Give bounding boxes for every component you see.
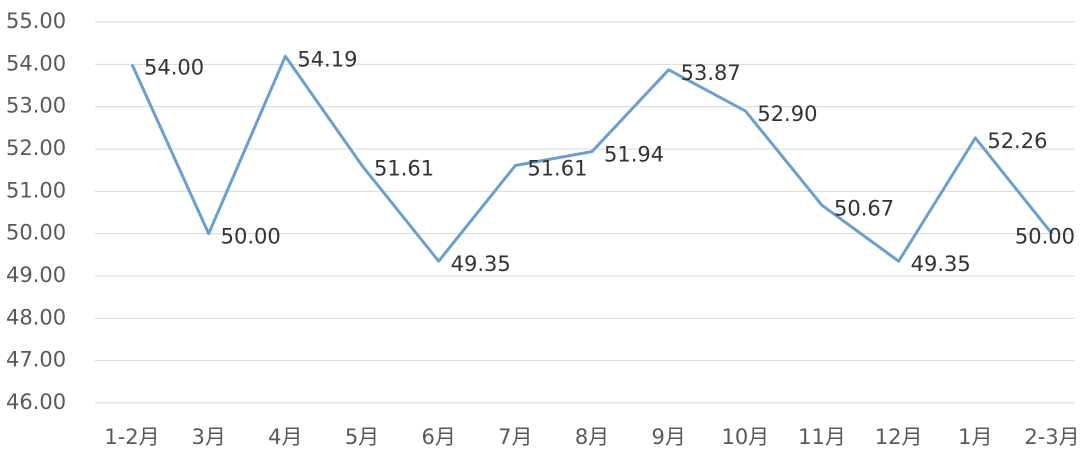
data-label: 51.61 <box>527 157 587 181</box>
x-tick-label: 7月 <box>498 425 532 449</box>
y-tick-label: 46.00 <box>6 390 66 414</box>
y-tick-label: 47.00 <box>6 348 66 372</box>
x-tick-label: 1月 <box>958 425 992 449</box>
data-label: 54.19 <box>297 47 357 71</box>
x-tick-label: 2-3月 <box>1024 425 1079 449</box>
data-label: 49.35 <box>911 252 971 276</box>
y-tick-label: 50.00 <box>6 221 66 245</box>
y-tick-label: 54.00 <box>6 51 66 75</box>
data-label: 51.94 <box>604 143 664 167</box>
y-tick-label: 53.00 <box>6 94 66 118</box>
data-label: 54.00 <box>144 55 204 79</box>
data-label: 52.26 <box>987 129 1047 153</box>
x-tick-label: 8月 <box>575 425 609 449</box>
x-tick-label: 3月 <box>191 425 225 449</box>
data-label: 49.35 <box>451 252 511 276</box>
data-label: 50.00 <box>221 225 281 249</box>
y-tick-label: 51.00 <box>6 178 66 202</box>
y-tick-label: 55.00 <box>6 9 66 33</box>
x-tick-label: 10月 <box>721 425 769 449</box>
data-label: 53.87 <box>681 61 741 85</box>
data-line <box>130 54 1054 263</box>
x-tick-label: 4月 <box>268 425 302 449</box>
y-tick-label: 52.00 <box>6 136 66 160</box>
data-label: 50.67 <box>834 196 894 220</box>
data-label: 50.00 <box>1015 225 1075 249</box>
y-tick-label: 49.00 <box>6 263 66 287</box>
x-tick-label: 5月 <box>345 425 379 449</box>
y-tick-label: 48.00 <box>6 305 66 329</box>
data-label: 52.90 <box>757 102 817 126</box>
x-tick-label: 9月 <box>651 425 685 449</box>
x-tick-label: 11月 <box>798 425 846 449</box>
x-tick-label: 1-2月 <box>104 425 159 449</box>
data-label: 51.61 <box>374 157 434 181</box>
x-tick-label: 12月 <box>875 425 923 449</box>
x-tick-label: 6月 <box>421 425 455 449</box>
